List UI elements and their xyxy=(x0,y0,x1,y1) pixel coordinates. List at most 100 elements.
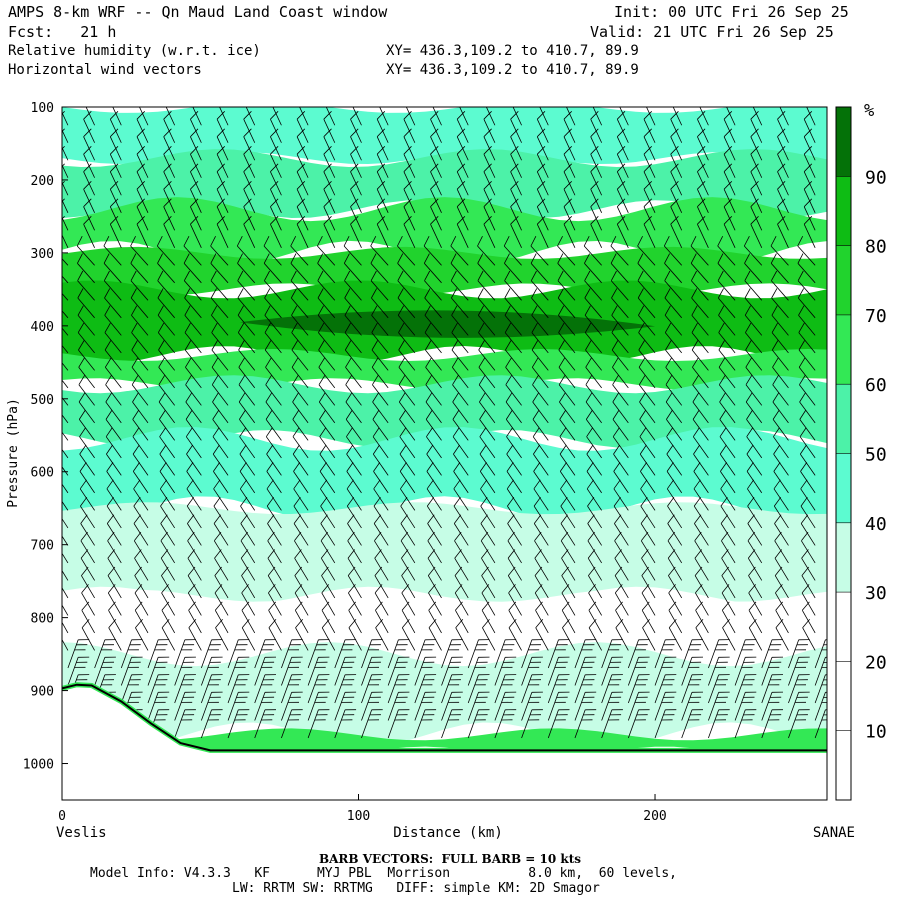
y-tick-label: 100 xyxy=(31,101,54,116)
wind-barb-feather xyxy=(506,462,514,472)
wind-barb xyxy=(387,657,399,686)
wind-barb-feather xyxy=(507,566,516,576)
wind-barb xyxy=(772,367,789,389)
wind-barb xyxy=(801,575,816,599)
wind-barb xyxy=(320,540,336,564)
wind-barb-feather xyxy=(723,111,733,120)
wind-barb-feather xyxy=(132,462,140,472)
wind-barb-feather xyxy=(81,619,90,628)
wind-barb xyxy=(78,367,95,389)
wind-barb xyxy=(452,401,469,424)
wind-barb xyxy=(720,471,736,494)
colorbar-unit: % xyxy=(864,101,874,121)
wind-barb xyxy=(387,674,399,704)
wind-barb-feather xyxy=(537,216,546,225)
wind-barb-feather xyxy=(477,236,483,247)
wind-barb xyxy=(601,657,613,686)
wind-barb xyxy=(590,224,603,248)
wind-barb-feather xyxy=(481,601,490,611)
wind-barb-feather xyxy=(161,584,169,594)
wind-barb xyxy=(344,315,362,336)
wind-barb-feather xyxy=(720,462,728,472)
wind-barb xyxy=(574,692,586,721)
wind-barb-feather xyxy=(317,270,324,281)
wind-barb xyxy=(131,384,149,406)
wind-barb-feather xyxy=(797,288,805,299)
wind-barb xyxy=(507,505,522,529)
wind-barb-feather xyxy=(697,198,706,207)
wind-barb-feather xyxy=(159,427,167,437)
wind-barb xyxy=(746,471,763,494)
wind-barb xyxy=(370,263,389,284)
wind-barb xyxy=(157,245,175,266)
wind-barb xyxy=(533,488,549,511)
wind-barb xyxy=(814,692,826,721)
y-tick-label: 400 xyxy=(31,320,54,335)
wind-barb xyxy=(186,471,202,494)
wind-barb xyxy=(478,367,496,389)
wind-barb xyxy=(559,436,576,459)
wind-barb xyxy=(240,505,256,529)
wind-barb xyxy=(294,540,309,564)
wind-barb xyxy=(105,436,122,459)
wind-barb xyxy=(265,436,282,459)
wind-barb-feather xyxy=(398,357,405,368)
wind-barb xyxy=(133,488,149,511)
wind-barb-feather xyxy=(777,163,786,172)
wind-barb xyxy=(667,505,683,529)
wind-barb xyxy=(104,315,122,336)
wind-barb xyxy=(788,674,800,704)
wind-barb-feather xyxy=(266,479,274,490)
wind-barb-feather xyxy=(159,444,167,455)
wind-barb xyxy=(451,367,469,389)
wind-barb xyxy=(745,384,763,406)
wind-barb xyxy=(132,436,149,459)
wind-barb-feather xyxy=(425,392,433,403)
wind-barb xyxy=(292,419,309,441)
wind-barb xyxy=(719,419,736,441)
x-axis-label: Distance (km) xyxy=(393,825,503,841)
wind-barb-feather xyxy=(398,392,406,403)
wind-barb-feather xyxy=(532,375,539,385)
wind-barb-feather xyxy=(343,253,350,264)
wind-barb xyxy=(131,349,149,371)
wind-barb-feather xyxy=(130,236,136,247)
wind-barb-feather xyxy=(163,163,172,172)
wind-barb-feather xyxy=(559,462,567,472)
wind-barb-feather xyxy=(131,305,138,316)
wind-barb xyxy=(293,471,309,494)
wind-barb-feather xyxy=(106,444,113,455)
wind-barb xyxy=(747,557,763,581)
wind-barb-feather xyxy=(590,198,599,207)
wind-barb-feather xyxy=(264,288,271,299)
wind-barb-feather xyxy=(694,566,703,576)
wind-barb-feather xyxy=(211,340,218,351)
wind-barb xyxy=(350,224,362,248)
wind-barb-feather xyxy=(797,270,804,281)
wind-barb xyxy=(717,297,736,319)
rh-layer xyxy=(62,427,827,521)
wind-barb-feather xyxy=(453,462,461,472)
wind-barb xyxy=(239,436,256,459)
wind-barb-feather xyxy=(748,584,757,594)
wind-barb-feather xyxy=(750,216,759,225)
wind-barb-feather xyxy=(78,340,85,351)
wind-barb-feather xyxy=(323,146,332,155)
wind-barb-feather xyxy=(746,409,753,420)
wind-barb-feather xyxy=(319,444,327,455)
wind-barb xyxy=(238,349,256,371)
wind-barb-feather xyxy=(723,128,733,137)
wind-barb-feather xyxy=(617,128,626,137)
wind-barb-feather xyxy=(373,462,381,472)
wind-barb-feather xyxy=(321,601,330,611)
wind-barb xyxy=(720,488,736,511)
wind-barb xyxy=(183,280,202,301)
wind-barb-feather xyxy=(800,462,808,472)
wind-barb-feather xyxy=(611,305,618,316)
wind-barb xyxy=(186,488,202,511)
wind-barb xyxy=(200,674,212,704)
wind-barb-feather xyxy=(692,375,699,385)
wind-barb-feather xyxy=(106,496,114,507)
wind-barb xyxy=(292,384,309,406)
wind-barb xyxy=(531,349,549,371)
